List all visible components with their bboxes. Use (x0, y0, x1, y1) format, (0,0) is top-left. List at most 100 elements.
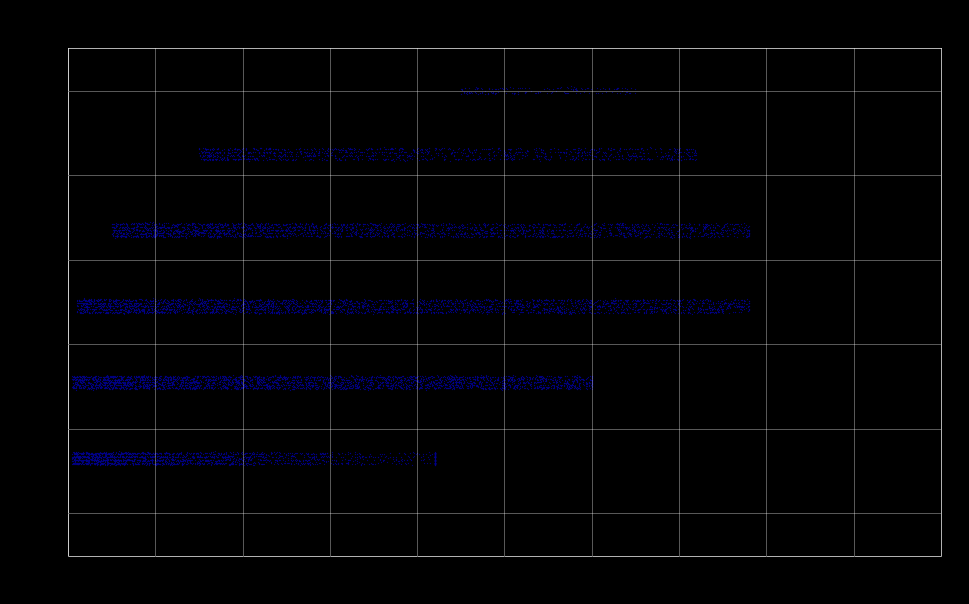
Point (491, 83, 507, 93)
Point (310, 383, 326, 393)
Point (485, 229, 501, 239)
Point (331, 228, 347, 238)
Point (385, 304, 400, 313)
Point (414, 306, 429, 316)
Point (263, 299, 278, 309)
Point (195, 455, 210, 465)
Point (244, 379, 260, 389)
Point (663, 153, 678, 162)
Point (712, 229, 728, 239)
Point (146, 458, 162, 468)
Point (227, 144, 242, 154)
Point (506, 154, 521, 164)
Point (529, 382, 545, 392)
Point (221, 452, 236, 461)
Point (305, 372, 321, 382)
Point (203, 376, 218, 386)
Point (118, 455, 134, 464)
Point (225, 449, 240, 458)
Point (502, 150, 517, 159)
Point (234, 143, 250, 153)
Point (379, 151, 394, 161)
Point (184, 455, 200, 464)
Point (490, 372, 506, 382)
Point (134, 373, 149, 383)
Point (222, 229, 237, 239)
Point (112, 380, 128, 390)
Point (100, 458, 115, 467)
Point (74, 376, 89, 385)
Point (136, 448, 151, 458)
Point (164, 223, 179, 233)
Point (266, 296, 282, 306)
Point (107, 458, 122, 468)
Point (246, 153, 262, 162)
Point (121, 452, 137, 462)
Point (289, 298, 304, 308)
Point (275, 454, 291, 463)
Point (148, 459, 164, 469)
Point (220, 451, 235, 460)
Point (190, 225, 205, 234)
Point (80, 452, 96, 462)
Point (653, 219, 669, 229)
Point (586, 298, 602, 307)
Point (324, 382, 339, 391)
Point (185, 380, 201, 390)
Point (609, 85, 624, 94)
Point (302, 154, 318, 164)
Point (227, 298, 242, 308)
Point (419, 155, 434, 164)
Point (484, 304, 499, 313)
Point (92, 379, 108, 389)
Point (317, 151, 332, 161)
Point (470, 372, 485, 382)
Point (314, 448, 329, 458)
Point (677, 303, 693, 312)
Point (72, 455, 87, 464)
Point (283, 455, 298, 465)
Point (374, 456, 390, 466)
Point (475, 384, 490, 393)
Point (569, 147, 584, 157)
Point (75, 308, 90, 318)
Point (680, 147, 696, 157)
Point (123, 452, 139, 462)
Point (240, 455, 256, 464)
Point (426, 448, 442, 457)
Point (213, 295, 229, 304)
Point (672, 296, 687, 306)
Point (176, 455, 192, 465)
Point (190, 226, 205, 236)
Point (265, 377, 280, 387)
Point (335, 452, 351, 462)
Point (512, 378, 527, 388)
Point (442, 222, 457, 232)
Point (370, 307, 386, 317)
Point (183, 228, 199, 237)
Point (107, 298, 122, 308)
Point (89, 308, 105, 318)
Point (391, 456, 406, 466)
Point (201, 223, 216, 233)
Point (308, 295, 324, 305)
Point (328, 381, 344, 390)
Point (234, 150, 250, 160)
Point (626, 295, 641, 305)
Point (76, 377, 91, 387)
Point (148, 459, 164, 469)
Point (252, 219, 267, 229)
Point (200, 376, 215, 385)
Point (244, 453, 260, 463)
Point (218, 374, 234, 384)
Point (103, 295, 118, 305)
Point (670, 299, 685, 309)
Point (477, 86, 492, 95)
Point (223, 458, 238, 467)
Point (564, 154, 579, 164)
Point (426, 455, 442, 465)
Point (171, 374, 186, 384)
Point (322, 450, 337, 460)
Point (275, 225, 291, 234)
Point (670, 299, 685, 309)
